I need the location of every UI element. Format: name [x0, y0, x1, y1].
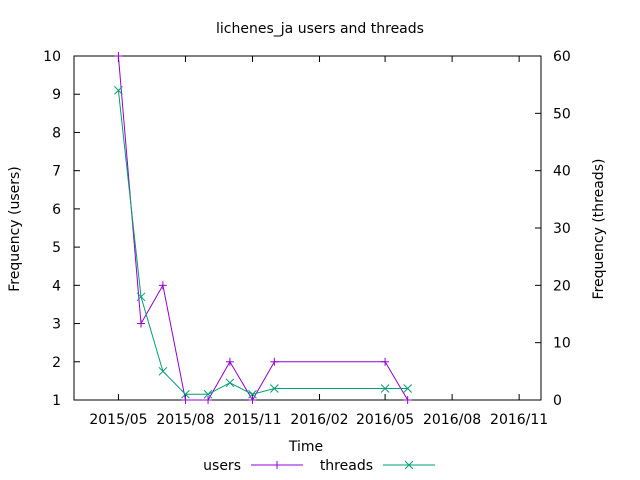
- y-left-tick-label-7: 7: [52, 164, 61, 180]
- series-group: [114, 52, 413, 404]
- x-tick-label-2015-05: 2015/05: [89, 412, 147, 428]
- point-users-2015-12-01: [270, 357, 279, 366]
- point-threads-2016-05-01-d2: [380, 384, 390, 393]
- y-axis-label-left: Frequency (users): [7, 166, 23, 292]
- x-tick-label-2015-08: 2015/08: [156, 412, 214, 428]
- point-threads-2015-10-01-d2: [225, 378, 235, 388]
- point-threads-2015-08-01: [181, 389, 190, 399]
- point-users-2016-06-01: [403, 396, 412, 404]
- chart-title: lichenes_ja users and threads: [216, 21, 424, 37]
- point-users-2016-05-01: [381, 357, 390, 366]
- y-left-tick-label-2: 2: [52, 355, 61, 371]
- point-threads-2015-12-01: [269, 384, 279, 393]
- point-users-2015-07-01: [158, 281, 167, 290]
- y-left-tick-label-6: 6: [52, 202, 61, 218]
- point-threads-2015-08-01-d2: [181, 389, 190, 399]
- y-left-tick-label-5: 5: [52, 240, 61, 256]
- legend-marker-threads: [404, 460, 414, 470]
- y-right-tick-label-40: 40: [553, 164, 571, 180]
- point-threads-2015-11-01-d2: [248, 389, 257, 399]
- point-threads-2015-06-01-d2: [136, 292, 146, 302]
- x-tick-label-2016-05: 2016/05: [356, 412, 414, 428]
- point-threads-2016-06-01: [403, 384, 413, 393]
- point-users-2015-11-01: [248, 396, 257, 404]
- legend-marker-threads-d2: [404, 460, 414, 470]
- legend-label-threads: threads: [320, 458, 373, 474]
- y-left-tick-label-9: 9: [52, 87, 61, 103]
- point-users-2015-05-01: [114, 52, 123, 60]
- ticks-group: 2015/05 2015/08 2015/11 2016/02 2016/05 2016/…: [43, 49, 571, 428]
- y-right-tick-label-30: 30: [553, 221, 571, 237]
- y-left-tick-label-10: 10: [43, 49, 61, 65]
- y-right-tick-label-0: 0: [553, 393, 562, 409]
- x-axis-label: Time: [288, 439, 323, 455]
- point-threads-2015-09-01: [203, 389, 213, 399]
- point-threads-2015-07-01-d2: [158, 366, 168, 376]
- point-threads-2015-05-01: [114, 86, 123, 95]
- point-threads-2015-09-01-d2: [203, 389, 213, 399]
- y-axis-label-right: Frequency (threads): [591, 159, 607, 300]
- plot-frame: [73, 55, 542, 401]
- x-tick-label-2016-08: 2016/08: [423, 412, 481, 428]
- y-right-tick-label-20: 20: [553, 278, 571, 294]
- y-left-tick-label-8: 8: [52, 125, 61, 141]
- y-right-tick-label-60: 60: [553, 49, 571, 65]
- point-users-2015-10-01: [225, 357, 234, 366]
- y-right-tick-label-50: 50: [553, 106, 571, 122]
- y-left-tick-label-3: 3: [52, 317, 61, 333]
- point-threads-2015-11-01: [248, 389, 257, 399]
- legend-label-users: users: [203, 458, 241, 474]
- point-threads-2016-06-01-d2: [403, 384, 413, 393]
- point-threads-2015-10-01: [225, 378, 235, 388]
- point-threads-2016-05-01: [380, 384, 390, 393]
- y-left-tick-label-4: 4: [52, 278, 61, 294]
- point-threads-2015-05-01-d2: [114, 86, 123, 95]
- x-tick-label-2016-11: 2016/11: [490, 412, 548, 428]
- point-threads-2015-07-01: [158, 366, 168, 376]
- point-threads-2015-06-01: [136, 292, 146, 302]
- legend-marker-users: [273, 461, 281, 469]
- series-line-threads: [117, 90, 408, 395]
- point-users-2015-06-01: [137, 319, 146, 328]
- series-line-users: [117, 55, 409, 401]
- y-right-tick-label-10: 10: [553, 336, 571, 352]
- point-users-2015-09-01: [204, 396, 213, 404]
- point-users-2015-08-01: [181, 396, 190, 404]
- x-tick-label-2015-11: 2015/11: [223, 412, 281, 428]
- legend: users threads: [203, 458, 435, 474]
- point-threads-2015-12-01-d2: [269, 384, 279, 393]
- y-left-tick-label-1: 1: [52, 393, 61, 409]
- x-tick-label-2016-02: 2016/02: [290, 412, 348, 428]
